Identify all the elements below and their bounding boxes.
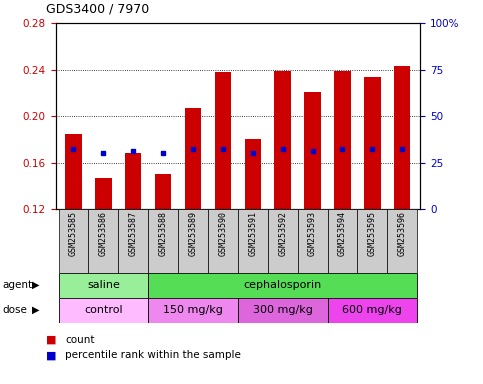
Bar <box>215 72 231 209</box>
Bar <box>208 209 238 273</box>
Bar <box>268 209 298 273</box>
Bar <box>95 178 112 209</box>
Text: cephalosporin: cephalosporin <box>243 280 322 290</box>
Bar <box>238 298 327 323</box>
Text: control: control <box>84 305 123 315</box>
Bar <box>298 209 327 273</box>
Text: ■: ■ <box>46 335 57 345</box>
Text: ■: ■ <box>46 350 57 360</box>
Text: agent: agent <box>2 280 32 290</box>
Bar <box>58 298 148 323</box>
Text: 600 mg/kg: 600 mg/kg <box>342 305 402 315</box>
Text: ▶: ▶ <box>32 280 40 290</box>
Bar <box>185 108 201 209</box>
Bar <box>65 134 82 209</box>
Text: GSM253593: GSM253593 <box>308 211 317 256</box>
Text: GSM253594: GSM253594 <box>338 211 347 256</box>
Text: GSM253595: GSM253595 <box>368 211 377 256</box>
Bar <box>327 209 357 273</box>
Bar <box>148 209 178 273</box>
Text: GSM253591: GSM253591 <box>248 211 257 256</box>
Text: count: count <box>65 335 95 345</box>
Text: GSM253585: GSM253585 <box>69 211 78 256</box>
Bar <box>238 209 268 273</box>
Text: ▶: ▶ <box>32 305 40 315</box>
Bar <box>334 71 351 209</box>
Bar <box>394 66 411 209</box>
Text: GSM253589: GSM253589 <box>188 211 198 256</box>
Text: GSM253590: GSM253590 <box>218 211 227 256</box>
Bar <box>148 273 417 298</box>
Bar <box>88 209 118 273</box>
Text: 300 mg/kg: 300 mg/kg <box>253 305 313 315</box>
Bar <box>148 298 238 323</box>
Text: GSM253588: GSM253588 <box>158 211 168 256</box>
Text: 150 mg/kg: 150 mg/kg <box>163 305 223 315</box>
Bar <box>125 153 142 209</box>
Bar <box>58 273 148 298</box>
Bar <box>304 92 321 209</box>
Bar <box>364 76 381 209</box>
Bar <box>274 71 291 209</box>
Text: GSM253587: GSM253587 <box>129 211 138 256</box>
Bar <box>155 174 171 209</box>
Bar <box>118 209 148 273</box>
Text: GSM253586: GSM253586 <box>99 211 108 256</box>
Bar <box>357 209 387 273</box>
Bar <box>327 298 417 323</box>
Text: GDS3400 / 7970: GDS3400 / 7970 <box>46 2 149 15</box>
Bar <box>244 139 261 209</box>
Text: saline: saline <box>87 280 120 290</box>
Text: dose: dose <box>2 305 28 315</box>
Text: GSM253592: GSM253592 <box>278 211 287 256</box>
Bar <box>178 209 208 273</box>
Bar <box>387 209 417 273</box>
Bar <box>58 209 88 273</box>
Text: percentile rank within the sample: percentile rank within the sample <box>65 350 241 360</box>
Text: GSM253596: GSM253596 <box>398 211 407 256</box>
